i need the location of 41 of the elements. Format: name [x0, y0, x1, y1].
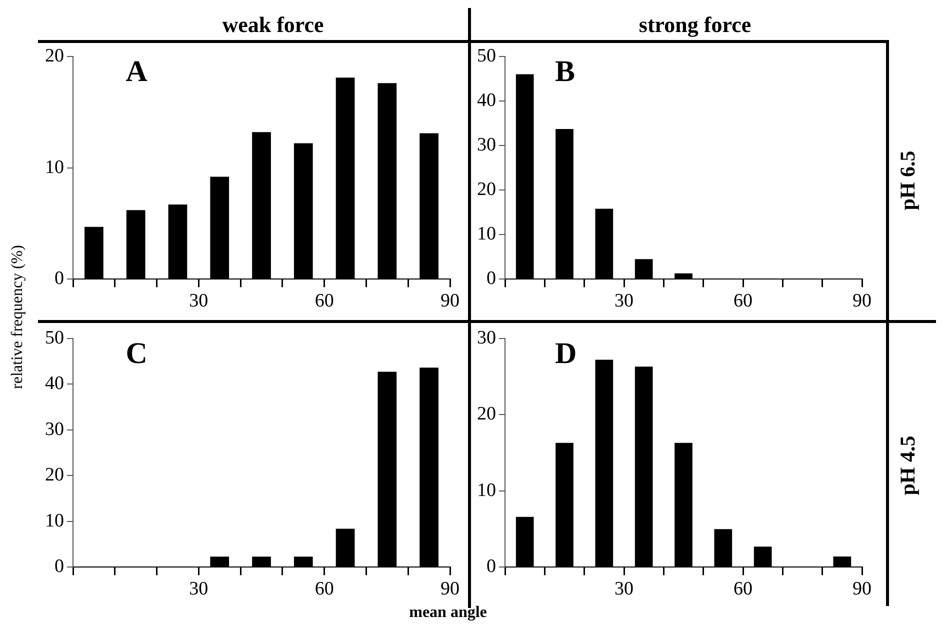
y-tick-label: 10 — [477, 480, 496, 501]
y-tick-label: 20 — [45, 464, 64, 486]
chart-title: B — [554, 55, 575, 88]
y-tick-label: 50 — [477, 45, 496, 66]
y-tick-label: 40 — [477, 90, 496, 111]
y-axis-title: relative frequency (%) — [9, 244, 27, 391]
chart-title: A — [126, 55, 148, 88]
text: pH 4.5 — [896, 434, 920, 498]
y-tick-label: 10 — [477, 224, 496, 245]
x-tick-label: 30 — [189, 290, 208, 312]
x-tick-label: 90 — [852, 578, 872, 600]
x-tick-label: 60 — [734, 290, 752, 312]
y-tick-label: 30 — [477, 134, 496, 156]
y-tick-label: 10 — [45, 510, 64, 532]
x-tick-label: 30 — [614, 290, 634, 312]
y-tick-label: 30 — [45, 418, 64, 440]
text: strong force — [638, 12, 752, 38]
text: weak force — [221, 12, 325, 38]
x-axis-title: mean angle — [408, 604, 488, 622]
y-tick-label: 0 — [486, 268, 496, 290]
y-tick-label: 20 — [477, 179, 496, 200]
y-tick-label: 20 — [45, 45, 64, 66]
x-tick-label: 30 — [614, 578, 634, 600]
y-tick-label: 0 — [486, 556, 496, 578]
x-tick-label: 90 — [852, 290, 872, 312]
y-tick-label: 10 — [45, 156, 64, 178]
x-tick-label: 30 — [189, 578, 208, 600]
x-tick-label: 60 — [314, 290, 334, 312]
chart-title: D — [554, 337, 577, 370]
x-tick-label: 90 — [440, 290, 460, 312]
text: pH 6.5 — [896, 150, 920, 212]
x-tick-label: 60 — [314, 578, 334, 600]
y-tick-label: 0 — [54, 268, 64, 290]
y-tick-label: 40 — [45, 373, 64, 394]
x-tick-label: 90 — [440, 578, 460, 600]
chart-title: C — [126, 337, 148, 370]
y-tick-label: 0 — [54, 556, 64, 578]
y-tick-label: 30 — [477, 327, 496, 348]
y-tick-label: 20 — [477, 404, 496, 425]
y-tick-label: 50 — [45, 327, 64, 348]
x-tick-label: 60 — [734, 578, 752, 600]
